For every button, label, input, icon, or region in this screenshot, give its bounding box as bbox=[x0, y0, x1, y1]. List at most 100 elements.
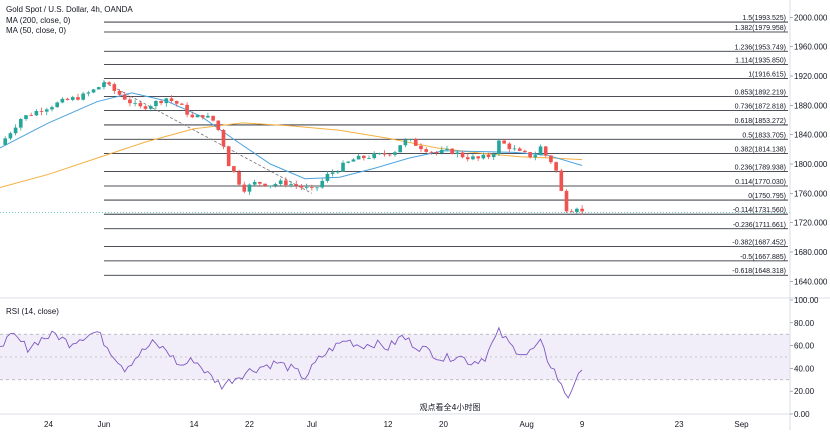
candle-body bbox=[258, 181, 262, 184]
symbol-title[interactable]: Gold Spot / U.S. Dollar, 4h, OANDA bbox=[6, 5, 133, 14]
price-tick-label: 1920.000 bbox=[794, 72, 828, 81]
price-tick-label: 2000.000 bbox=[794, 13, 828, 22]
time-tick-label: Sep bbox=[734, 420, 749, 429]
fib-label: 0.114(1770.030) bbox=[735, 179, 786, 186]
candle-body bbox=[60, 98, 65, 103]
candle-body bbox=[549, 155, 553, 163]
candle-body bbox=[564, 190, 569, 212]
time-tick-label: Aug bbox=[520, 420, 534, 429]
price-tick-label: 1840.000 bbox=[794, 131, 828, 140]
candle-body bbox=[429, 151, 434, 153]
candle-body bbox=[190, 114, 195, 118]
time-tick-label: 9 bbox=[580, 420, 585, 429]
price-tick-label: 1760.000 bbox=[794, 189, 828, 198]
candle-body bbox=[575, 208, 579, 213]
candle-body bbox=[372, 153, 377, 159]
candle-body bbox=[195, 115, 200, 118]
candle-body bbox=[174, 101, 179, 104]
candle-body bbox=[497, 140, 501, 155]
candle-body bbox=[325, 173, 330, 181]
rsi-legend[interactable]: RSI (14, close) bbox=[6, 307, 59, 316]
fib-label: 1.236(1953.749) bbox=[735, 44, 786, 51]
candle-body bbox=[221, 129, 226, 147]
time-tick-label: 14 bbox=[190, 420, 199, 429]
candle-body bbox=[445, 148, 449, 150]
fib-label: 1.5(1993.525) bbox=[742, 15, 786, 22]
candle-body bbox=[304, 187, 309, 188]
candle-body bbox=[39, 111, 44, 112]
fib-label: 0.382(1814.138) bbox=[735, 147, 786, 154]
candle-body bbox=[507, 143, 512, 150]
candle-body bbox=[164, 98, 169, 104]
fib-label: 0.618(1853.272) bbox=[735, 118, 786, 125]
candlesticks bbox=[0, 79, 790, 215]
candle-body bbox=[216, 120, 221, 130]
rsi-tick-label: 100.00 bbox=[794, 296, 819, 305]
candle-body bbox=[393, 152, 397, 155]
candle-body bbox=[237, 171, 241, 185]
candle-body bbox=[242, 184, 247, 192]
candle-body bbox=[29, 115, 34, 117]
candle-body bbox=[523, 150, 527, 153]
rsi-tick-label: 20.00 bbox=[794, 387, 815, 396]
time-tick-label: Jun bbox=[97, 420, 110, 429]
candle-body bbox=[367, 158, 371, 159]
ma50-legend[interactable]: MA (50, close, 0) bbox=[6, 26, 67, 35]
candle-body bbox=[569, 211, 574, 213]
candle-body bbox=[361, 155, 366, 159]
candle-body bbox=[346, 161, 351, 163]
candle-body bbox=[50, 107, 54, 110]
candle-body bbox=[356, 155, 361, 160]
price-tick-label: 1880.000 bbox=[794, 101, 828, 110]
watermark: 观点看全4小时图 bbox=[419, 402, 480, 412]
candle-body bbox=[252, 181, 257, 185]
candle-body bbox=[143, 106, 148, 109]
candle-body bbox=[76, 97, 80, 100]
rsi-pane bbox=[0, 326, 790, 399]
candle-body bbox=[180, 103, 184, 105]
candle-body bbox=[268, 185, 273, 187]
price-tick-label: 1800.000 bbox=[794, 160, 828, 169]
candle-body bbox=[554, 162, 558, 171]
candle-body bbox=[413, 139, 418, 146]
candle-body bbox=[8, 133, 13, 139]
candle-body bbox=[341, 162, 345, 172]
time-tick-label: 12 bbox=[384, 420, 393, 429]
candle-body bbox=[96, 87, 101, 90]
fib-label: -0.618(1648.318) bbox=[732, 268, 786, 275]
candle-body bbox=[226, 146, 231, 167]
candle-body bbox=[528, 152, 532, 158]
ma200-legend[interactable]: MA (200, close, 0) bbox=[6, 16, 71, 25]
rsi-line bbox=[0, 326, 583, 399]
candle-body bbox=[471, 156, 475, 160]
candle-body bbox=[263, 183, 267, 187]
candle-body bbox=[232, 166, 236, 172]
candle-body bbox=[419, 145, 423, 150]
rsi-tick-label: 0.00 bbox=[794, 410, 810, 419]
candle-body bbox=[128, 99, 132, 104]
candle-body bbox=[289, 184, 293, 186]
candle-body bbox=[86, 92, 91, 94]
candle-body bbox=[211, 115, 215, 121]
candle-body bbox=[320, 180, 325, 188]
candle-body bbox=[247, 184, 252, 192]
candle-body bbox=[476, 156, 480, 159]
time-tick-label: Jul bbox=[307, 420, 317, 429]
fib-label: 0.736(1872.818) bbox=[735, 104, 786, 111]
candle-body bbox=[512, 148, 517, 150]
candle-body bbox=[65, 98, 70, 100]
candle-body bbox=[517, 148, 522, 151]
candle-body bbox=[273, 184, 278, 186]
candle-body bbox=[3, 138, 8, 145]
candle-body bbox=[403, 139, 408, 146]
candle-body bbox=[533, 155, 538, 158]
candle-body bbox=[122, 94, 127, 100]
candle-body bbox=[351, 159, 356, 162]
time-tick-label: 22 bbox=[245, 420, 254, 429]
candle-body bbox=[133, 102, 137, 104]
price-tick-label: 1720.000 bbox=[794, 219, 828, 228]
candle-body bbox=[44, 109, 49, 112]
trendline bbox=[103, 81, 313, 194]
